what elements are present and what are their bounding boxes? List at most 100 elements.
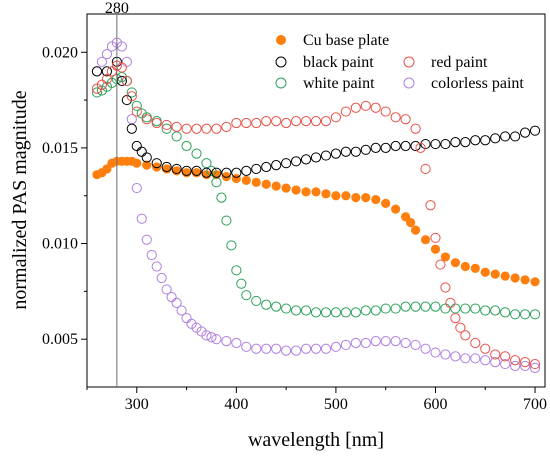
white-paint-point (181, 140, 192, 152)
white-paint-point (241, 290, 252, 301)
red-paint-point (420, 163, 431, 175)
red-paint-point (141, 114, 152, 125)
cu-base-plate-point (510, 273, 520, 283)
white-paint-point (226, 240, 237, 251)
black-paint-point (221, 167, 232, 178)
black-paint-point (201, 167, 212, 178)
cu-base-plate-point (241, 175, 251, 186)
x-tick-label: 600 (423, 396, 447, 413)
red-paint-point (440, 282, 451, 293)
red-paint-point (131, 106, 142, 117)
white-paint-point (151, 116, 162, 127)
white-paint-point (131, 100, 142, 111)
red-paint-point (445, 297, 456, 308)
black-paint-point (410, 140, 421, 152)
colorless-paint-point (410, 339, 421, 351)
white-paint-point (221, 215, 232, 226)
colorless-paint-point (510, 360, 521, 372)
white-paint-point (281, 303, 292, 314)
cu-base-plate-point (500, 271, 510, 281)
colorless-paint-point (450, 351, 461, 362)
black-paint-point (131, 140, 142, 152)
black-paint-point (300, 154, 312, 165)
legend-entry: colorless paint (403, 75, 524, 92)
black-paint-point (91, 66, 103, 77)
red-paint-point (330, 112, 342, 123)
colorless-paint-point (251, 343, 262, 354)
data-markers (91, 37, 541, 373)
colorless-paint-point (231, 337, 242, 349)
red-paint-point (231, 117, 242, 129)
colorless-paint-point (271, 343, 282, 354)
colorless-paint-point (370, 335, 381, 347)
cu-base-plate-point (520, 275, 530, 285)
red-paint-point (390, 112, 401, 123)
colorless-paint-point (101, 49, 113, 60)
colorless-paint-point (131, 182, 142, 194)
black-paint-point (400, 140, 411, 152)
colorless-paint-point (141, 234, 152, 245)
colorless-paint-point (171, 297, 182, 308)
colorless-paint-point (161, 284, 172, 295)
cu-base-plate-point (391, 204, 401, 214)
colorless-paint-point (206, 332, 217, 343)
cu-base-plate-point (440, 252, 451, 262)
white-paint-point (410, 301, 421, 312)
red-paint-point (211, 123, 222, 134)
red-paint-point (400, 114, 411, 125)
legend-label: colorless paint (431, 75, 524, 92)
colorless-paint-point (281, 345, 292, 356)
red-paint-point (435, 259, 446, 270)
colorless-paint-point (529, 362, 541, 373)
red-paint-point (221, 121, 232, 132)
colorless-paint-point (490, 357, 501, 368)
cu-base-plate-point (281, 183, 291, 193)
white-paint-point (320, 307, 332, 318)
colorless-paint-point (420, 343, 431, 354)
cu-base-plate-point (271, 181, 281, 191)
white-paint-point (171, 131, 182, 142)
cu-base-plate-point (341, 191, 351, 201)
legend-marker (276, 35, 286, 45)
black-paint-point (141, 152, 152, 163)
black-paint-point (261, 161, 272, 173)
red-paint-point (510, 355, 521, 366)
red-paint-point (171, 121, 182, 132)
axes: 300 400 500 600 700 0.005 0.010 0.015 0.020 (42, 44, 547, 413)
legend-entry: red paint (403, 54, 488, 71)
red-paint-point (310, 116, 322, 127)
colorless-paint-point (201, 330, 212, 341)
y-tick-label: 0.020 (42, 44, 78, 61)
red-paint-point (430, 232, 441, 243)
cu-base-plate-point (321, 189, 331, 199)
x-tick-label: 300 (125, 396, 149, 413)
white-paint-point (519, 309, 531, 320)
black-paint-point (480, 135, 491, 146)
black-paint-point (510, 131, 521, 142)
cu-base-plate-point (172, 166, 182, 176)
colorless-paint-point (440, 349, 451, 360)
black-paint-point (460, 137, 471, 148)
cu-base-plate-point (181, 168, 192, 178)
red-paint-point (370, 102, 381, 113)
colorless-paint-point (360, 337, 371, 349)
red-paint-point (101, 73, 113, 85)
black-paint-point (231, 167, 242, 178)
colorless-paint-point (320, 343, 332, 354)
legend: Cu base plate black paint red paint white p… (275, 32, 524, 92)
cu-base-plate-point (301, 187, 311, 197)
black-paint-point (151, 158, 162, 169)
red-paint-point (415, 142, 426, 153)
black-paint-point (191, 165, 202, 176)
red-paint-point (161, 119, 172, 131)
cu-base-plate-point (530, 277, 540, 287)
colorless-paint-point (380, 335, 391, 347)
legend-marker (275, 77, 287, 89)
black-paint-point (500, 131, 511, 142)
black-paint-point (251, 163, 262, 175)
legend-marker (275, 56, 287, 68)
red-paint-point (290, 116, 302, 127)
colorless-paint-point (146, 249, 157, 261)
white-paint-point (340, 307, 351, 318)
